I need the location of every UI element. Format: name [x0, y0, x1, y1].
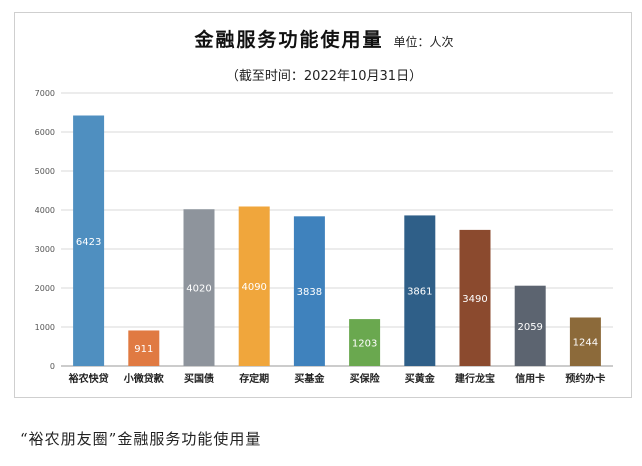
- y-tick-label: 7000: [35, 89, 55, 98]
- figure-caption: “裕农朋友圈”金融服务功能使用量: [20, 430, 262, 448]
- bar: [349, 319, 381, 366]
- x-tick-label: 买保险: [350, 372, 381, 385]
- data-label: 1244: [573, 338, 598, 349]
- bar: [238, 206, 270, 366]
- x-tick-label: 小微贷款: [123, 372, 165, 385]
- data-label: 3861: [407, 287, 432, 298]
- bar: [73, 115, 105, 367]
- bar: [293, 216, 325, 366]
- y-tick-label: 2000: [35, 284, 55, 293]
- chart-title: 金融服务功能使用量: [194, 29, 384, 51]
- y-tick-label: 3000: [35, 245, 55, 254]
- data-label: 4090: [241, 282, 266, 293]
- y-tick-label: 6000: [35, 128, 55, 137]
- data-label: 3838: [297, 287, 322, 298]
- bar: [514, 285, 546, 366]
- data-label: 911: [134, 344, 153, 355]
- x-tick-label: 预约办卡: [565, 372, 605, 385]
- y-tick-label: 5000: [35, 167, 55, 176]
- data-label: 3490: [462, 294, 487, 305]
- chart-title-row: 金融服务功能使用量 单位：人次: [15, 25, 633, 52]
- x-tick-label: 买国债: [184, 372, 214, 385]
- bar: [183, 209, 215, 366]
- bar: [459, 229, 491, 366]
- x-tick-label: 建行龙宝: [454, 372, 495, 385]
- x-tick-label: 信用卡: [515, 372, 545, 385]
- chart-subtitle: （截至时间：2022年10月31日）: [225, 69, 423, 84]
- unit-label: 单位：人次: [393, 35, 454, 49]
- bar: [128, 330, 160, 366]
- x-tick-label: 裕农快贷: [68, 372, 109, 385]
- bar: [404, 215, 436, 366]
- data-label: 2059: [517, 322, 542, 333]
- y-tick-label: 0: [50, 362, 55, 371]
- bar-chart: 0 1000 2000 3000 4000 5000 6000 7000 6423 裕农快贷 911…: [35, 89, 613, 385]
- chart-frame: 金融服务功能使用量 单位：人次 （截至时间：2022年10月31日） 0 1000 2…: [14, 12, 632, 398]
- bar: [569, 317, 601, 366]
- data-label: 1203: [352, 339, 377, 350]
- y-tick-label: 4000: [35, 206, 55, 215]
- x-tick-label: 存定期: [239, 372, 269, 385]
- data-label: 6423: [76, 237, 101, 248]
- data-label: 4020: [186, 284, 211, 295]
- x-tick-label: 买黄金: [405, 372, 436, 385]
- y-tick-label: 1000: [35, 323, 55, 332]
- x-tick-label: 买基金: [294, 372, 325, 385]
